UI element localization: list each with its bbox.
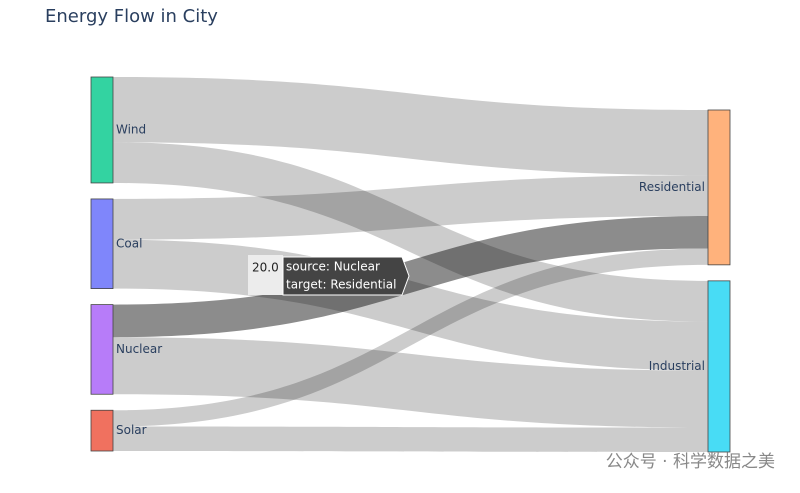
tooltip-value-box xyxy=(248,255,283,295)
tooltip: 20.0 source: Nuclear target: Residential xyxy=(248,255,410,296)
link xyxy=(113,142,708,322)
link xyxy=(113,337,708,428)
node xyxy=(90,198,114,289)
watermark: 公众号 · 科学数据之美 xyxy=(606,452,775,472)
node xyxy=(90,76,114,184)
tooltip-target: target: Residential xyxy=(286,278,396,292)
links xyxy=(113,77,708,452)
node-label: Wind xyxy=(116,122,146,136)
link xyxy=(113,248,708,427)
node xyxy=(90,304,114,395)
node-label: Solar xyxy=(116,423,147,437)
link xyxy=(113,175,708,240)
tooltip-value: 20.0 xyxy=(252,261,279,275)
node-label: Residential xyxy=(639,180,705,194)
tooltip-box xyxy=(282,256,410,296)
link xyxy=(113,426,708,452)
node xyxy=(90,409,114,452)
node-label: Nuclear xyxy=(116,342,162,356)
link xyxy=(113,77,708,176)
nodes: Wind Coal Nuclear Solar Residential Industria… xyxy=(90,76,731,453)
tooltip-source: source: Nuclear xyxy=(286,260,380,274)
node xyxy=(707,280,731,453)
node-label: Industrial xyxy=(649,359,705,373)
node-label: Coal xyxy=(116,236,142,250)
link xyxy=(113,215,708,338)
chart-title: Energy Flow in City xyxy=(45,6,218,27)
node xyxy=(707,109,731,266)
